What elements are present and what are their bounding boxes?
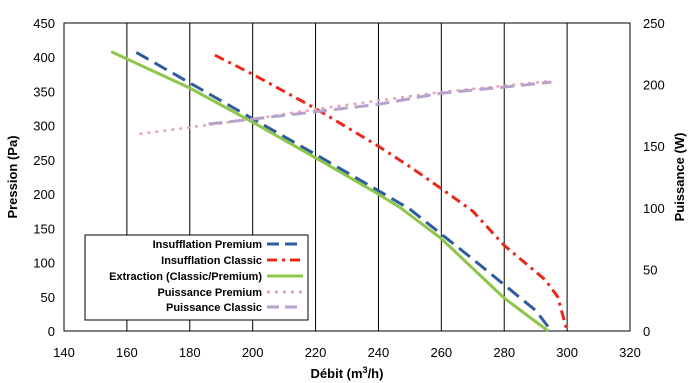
x-tick-label: 160 [116, 345, 138, 360]
x-tick-label: 280 [493, 345, 515, 360]
series-layer [110, 50, 569, 333]
x-axis-label: Débit (m3/h) [311, 365, 384, 381]
series-line [208, 80, 552, 126]
y-left-tick-label: 150 [33, 221, 55, 236]
y-right-tick-label: 250 [643, 16, 665, 31]
legend-label: Extraction (Classic/Premium) [109, 271, 262, 283]
y-left-tick-label: 300 [33, 119, 55, 134]
series-line [110, 50, 550, 333]
y-left-tick-label: 200 [33, 187, 55, 202]
x-tick-label: 300 [556, 345, 578, 360]
y-left-tick-label: 250 [33, 153, 55, 168]
y-left-tick-label: 50 [41, 290, 55, 305]
y-left-tick-label: 100 [33, 256, 55, 271]
y-right-axis-label: Puissance (W) [672, 133, 687, 222]
y-right-tick-label: 150 [643, 139, 665, 154]
y-right-tick-label: 0 [643, 324, 650, 339]
x-tick-label: 260 [430, 345, 452, 360]
y-left-tick-label: 0 [48, 324, 55, 339]
y-left-tick-label: 450 [33, 16, 55, 31]
legend-label: Puissance Premium [157, 287, 262, 299]
y-left-tick-labels: 0 50 100 150 200 250 300 350 400 450 [33, 16, 55, 339]
x-tick-label: 220 [305, 345, 327, 360]
series-line [214, 53, 569, 332]
legend: Insufflation Premium Insufflation Classic… [84, 234, 309, 321]
legend-label: Insufflation Premium [153, 239, 263, 251]
series-line [135, 51, 553, 332]
x-tick-label: 200 [242, 345, 264, 360]
y-left-tick-label: 400 [33, 50, 55, 65]
y-left-axis-label: Pression (Pa) [5, 135, 20, 218]
x-tick-label: 240 [368, 345, 390, 360]
x-tick-labels: 140 160 180 200 220 240 260 280 300 320 [53, 345, 641, 360]
y-left-tick-label: 350 [33, 84, 55, 99]
y-right-tick-label: 100 [643, 201, 665, 216]
y-right-tick-labels: 0 50 100 150 200 250 [643, 16, 665, 339]
x-tick-label: 140 [53, 345, 75, 360]
y-right-tick-label: 50 [643, 262, 657, 277]
x-tick-label: 320 [619, 345, 641, 360]
y-right-tick-label: 200 [643, 78, 665, 93]
legend-label: Insufflation Classic [161, 255, 262, 267]
legend-label: Puissance Classic [166, 302, 262, 314]
x-tick-label: 180 [179, 345, 201, 360]
